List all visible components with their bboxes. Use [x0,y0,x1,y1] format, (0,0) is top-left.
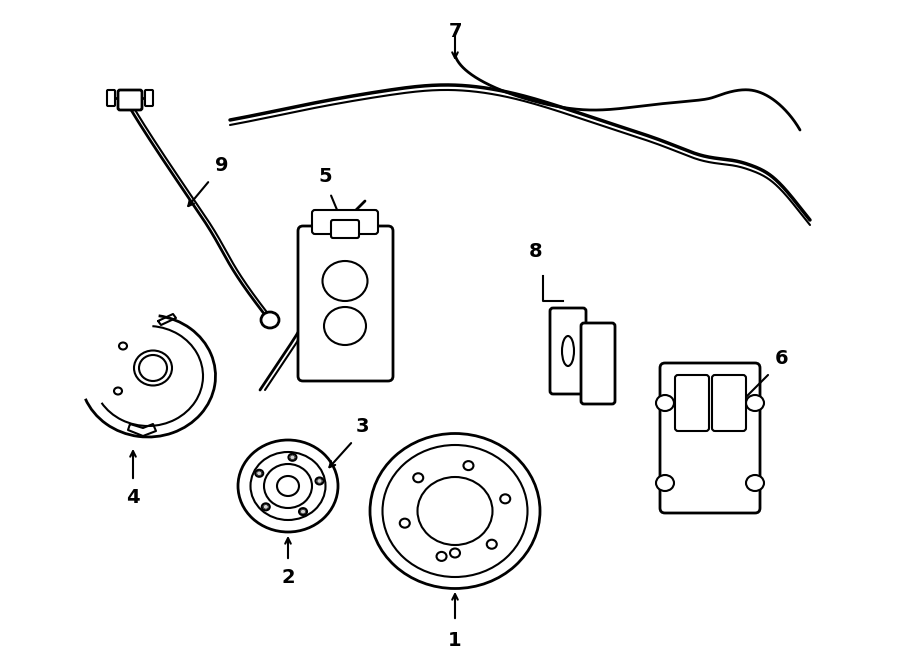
Text: 1: 1 [448,631,462,650]
Ellipse shape [264,504,268,509]
Ellipse shape [656,395,674,411]
Text: 9: 9 [215,156,229,175]
FancyBboxPatch shape [118,90,142,110]
Ellipse shape [114,387,122,395]
Ellipse shape [382,445,527,577]
FancyBboxPatch shape [660,363,760,513]
FancyBboxPatch shape [312,210,378,234]
Ellipse shape [450,549,460,557]
FancyBboxPatch shape [331,220,359,238]
FancyBboxPatch shape [107,90,115,106]
Ellipse shape [264,464,312,508]
FancyBboxPatch shape [712,375,746,431]
Text: 3: 3 [356,417,370,436]
Ellipse shape [277,476,299,496]
Ellipse shape [324,307,366,345]
Ellipse shape [119,342,127,350]
Ellipse shape [656,475,674,491]
Ellipse shape [289,454,296,461]
Ellipse shape [464,461,473,470]
Ellipse shape [500,494,510,503]
Ellipse shape [316,477,323,485]
FancyBboxPatch shape [581,323,615,404]
Ellipse shape [562,336,574,366]
Ellipse shape [134,350,172,385]
FancyBboxPatch shape [550,308,586,394]
Ellipse shape [238,440,338,532]
Ellipse shape [299,508,307,515]
Ellipse shape [139,355,167,381]
Ellipse shape [746,395,764,411]
Ellipse shape [256,471,262,475]
FancyBboxPatch shape [145,90,153,106]
Ellipse shape [322,261,367,301]
Ellipse shape [487,540,497,549]
Ellipse shape [301,510,305,514]
Text: 7: 7 [448,22,462,41]
FancyBboxPatch shape [675,375,709,431]
Ellipse shape [290,455,295,459]
Ellipse shape [370,434,540,588]
Ellipse shape [261,312,279,328]
Ellipse shape [317,479,322,483]
Text: 8: 8 [529,242,543,261]
Text: 5: 5 [319,167,332,186]
Ellipse shape [250,452,326,520]
Ellipse shape [400,519,410,527]
Ellipse shape [746,475,764,491]
Ellipse shape [262,504,270,510]
FancyBboxPatch shape [298,226,393,381]
Ellipse shape [436,552,446,561]
Text: 6: 6 [775,349,788,368]
Ellipse shape [413,473,423,483]
Ellipse shape [256,470,263,477]
Ellipse shape [418,477,492,545]
Text: 4: 4 [126,488,140,507]
Text: 2: 2 [281,568,295,587]
